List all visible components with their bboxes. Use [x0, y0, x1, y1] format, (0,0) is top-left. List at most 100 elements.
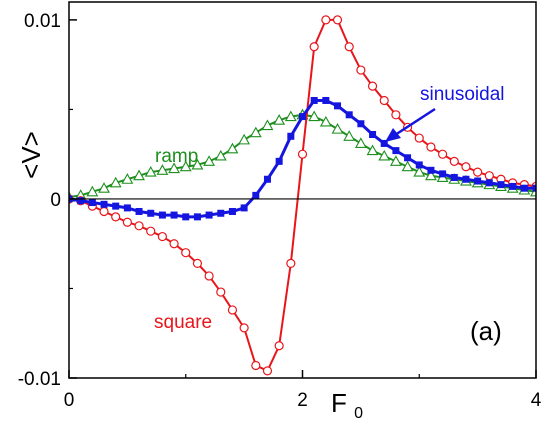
y-axis-title: <V>: [16, 131, 46, 179]
data-point-square: [251, 360, 261, 371]
series-label-sinusoidal: sinusoidal: [420, 84, 505, 105]
data-point-square: [204, 271, 214, 281]
data-point-sinusoidal: [310, 96, 318, 104]
data-point-sinusoidal: [100, 200, 108, 208]
data-point-ramp: [226, 142, 239, 154]
series-layer: [69, 15, 536, 376]
data-point-ramp: [86, 185, 99, 197]
data-point-ramp: [214, 149, 227, 161]
data-point-square: [99, 206, 109, 217]
data-point-square: [461, 162, 471, 172]
data-point-sinusoidal: [135, 207, 143, 215]
data-point-ramp: [308, 110, 321, 122]
x-tick-label: 4: [531, 390, 542, 411]
data-point-sinusoidal: [112, 202, 120, 210]
data-point-square: [438, 149, 448, 159]
x-axis-title-subscript: 0: [354, 405, 363, 422]
data-point-sinusoidal: [439, 170, 447, 178]
data-point-ramp: [378, 149, 391, 161]
data-point-ramp: [413, 165, 426, 177]
data-point-square: [391, 110, 401, 120]
data-point-ramp: [389, 155, 402, 166]
data-point-ramp: [168, 162, 181, 174]
data-point-ramp: [354, 137, 367, 148]
data-point-ramp: [98, 182, 110, 193]
data-point-square: [297, 149, 308, 159]
data-point-ramp: [133, 169, 145, 181]
x-tick-label: 0: [64, 390, 75, 411]
data-point-ramp: [319, 115, 332, 127]
data-point-sinusoidal: [240, 204, 248, 212]
data-point-square: [227, 305, 238, 315]
data-point-ramp: [191, 158, 204, 170]
data-point-sinusoidal: [520, 184, 528, 192]
data-point-square: [321, 15, 331, 25]
data-point-square: [169, 239, 179, 249]
data-point-ramp: [284, 110, 297, 122]
y-tick-label: 0.01: [24, 11, 61, 32]
data-point-sinusoidal: [275, 157, 283, 165]
data-point-sinusoidal: [427, 166, 435, 174]
data-point-square: [414, 133, 424, 143]
data-point-square: [146, 226, 156, 236]
data-point-sinusoidal: [450, 173, 458, 181]
y-tick-label: 0: [50, 190, 61, 211]
data-point-square: [157, 231, 167, 242]
series-square: [69, 15, 536, 376]
data-point-sinusoidal: [123, 204, 131, 212]
data-point-square: [122, 217, 132, 227]
data-point-ramp: [424, 169, 437, 181]
data-point-square: [309, 42, 319, 52]
data-point-sinusoidal: [404, 154, 412, 162]
data-point-sinusoidal: [193, 213, 201, 221]
plot-frame: [68, 1, 537, 379]
data-point-square: [449, 156, 459, 166]
data-point-sinusoidal: [182, 213, 190, 221]
data-point-sinusoidal: [497, 181, 505, 189]
data-point-square: [192, 258, 203, 269]
data-point-ramp: [238, 133, 251, 145]
x-axis-title-main: F: [331, 388, 347, 418]
data-point-square: [332, 15, 343, 25]
data-point-sinusoidal: [380, 139, 388, 147]
data-point-sinusoidal: [392, 147, 400, 155]
data-point-sinusoidal: [369, 130, 377, 138]
data-point-sinusoidal: [299, 113, 306, 121]
series-line-square: [69, 18, 536, 372]
data-point-sinusoidal: [170, 211, 178, 219]
data-point-square: [111, 212, 121, 222]
data-point-square: [286, 258, 296, 269]
data-point-ramp: [144, 165, 157, 177]
data-point-sinusoidal: [485, 179, 493, 187]
data-point-square: [274, 341, 284, 351]
data-point-sinusoidal: [287, 132, 295, 140]
panel-label: (a): [470, 316, 502, 346]
data-point-sinusoidal: [345, 111, 353, 119]
data-point-sinusoidal: [357, 120, 365, 128]
data-point-ramp: [366, 144, 379, 156]
data-point-ramp: [343, 130, 356, 141]
series-sinusoidal: [69, 96, 536, 221]
series-label-square: square: [154, 312, 212, 333]
data-point-sinusoidal: [217, 209, 225, 217]
data-point-sinusoidal: [228, 207, 236, 215]
data-point-sinusoidal: [158, 211, 166, 219]
data-point-square: [473, 167, 483, 177]
data-point-square: [262, 366, 273, 376]
data-point-sinusoidal: [88, 199, 96, 207]
data-point-square: [367, 81, 378, 91]
data-point-sinusoidal: [509, 182, 517, 190]
x-axis-title: F 0: [331, 388, 363, 422]
data-point-sinusoidal: [462, 175, 470, 183]
data-point-sinusoidal: [415, 161, 423, 169]
data-point-sinusoidal: [334, 102, 342, 110]
data-point-ramp: [261, 119, 274, 131]
x-tick-label: 2: [297, 390, 308, 411]
sinusoidal-arrow: [385, 107, 436, 142]
data-point-sinusoidal: [147, 209, 155, 217]
data-point-sinusoidal: [322, 96, 330, 104]
data-point-square: [344, 42, 354, 52]
data-point-sinusoidal: [205, 211, 213, 219]
data-point-sinusoidal: [77, 197, 85, 205]
